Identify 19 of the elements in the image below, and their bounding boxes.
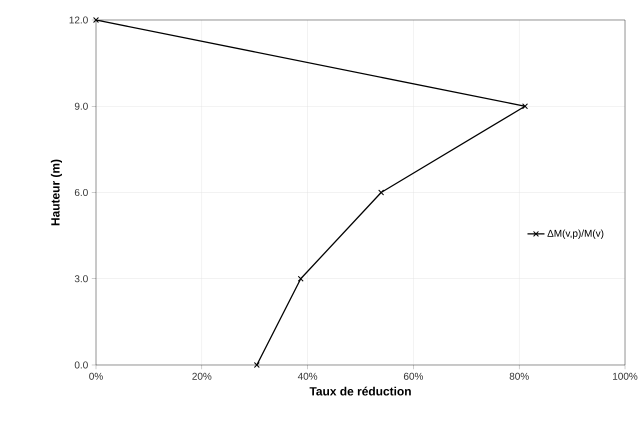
x-tick-label: 100% [613,372,638,380]
point [522,103,528,110]
x-tick-label: 60% [404,372,424,380]
x-tick-label: 40% [298,372,318,380]
point [298,276,304,282]
y-tick-label: 9.0 [74,102,88,110]
x-axis-title: Taux de réduction [310,386,411,396]
point [378,190,384,196]
point [93,17,99,23]
y-tick-label: 12.0 [70,16,88,24]
point [254,362,260,368]
y-tick-label: 6.0 [74,188,88,196]
y-axis-title: Hauteur (m) [50,160,62,226]
y-tick-label: 0.0 [74,361,88,369]
y-tick-label: 3.0 [74,275,88,282]
legend-label: ΔM(v,p)/M(v) [547,230,604,239]
x-tick-label: 20% [192,372,212,380]
x-tick-label: 80% [510,372,529,380]
x-tick-label: 0% [89,372,103,380]
